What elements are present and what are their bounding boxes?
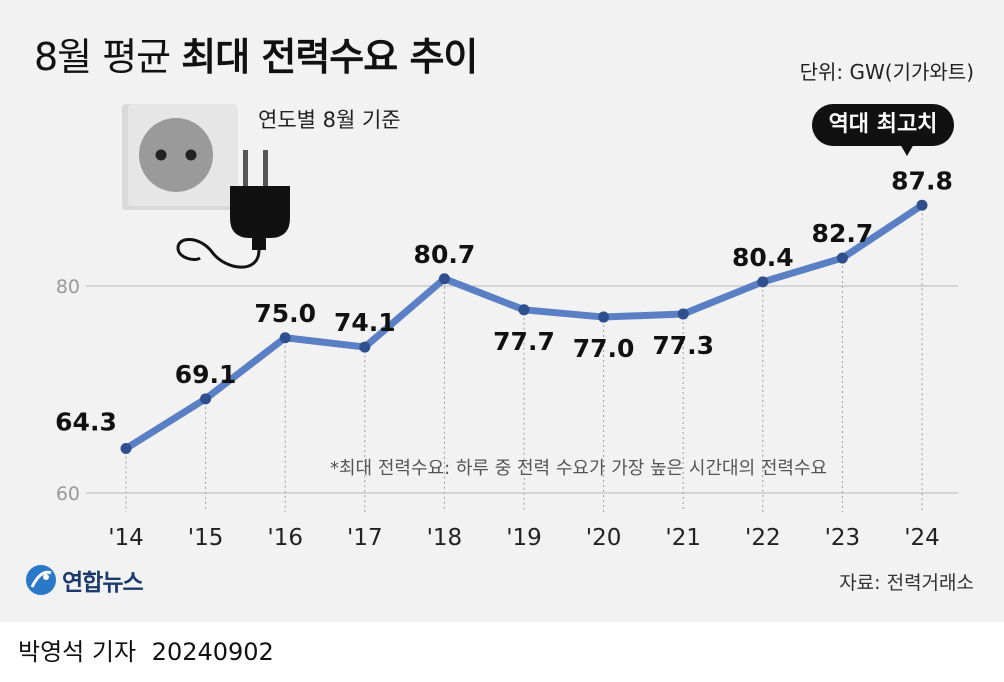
data-point: [120, 442, 132, 454]
x-axis-ticks: '14 '15 '16 '17 '18 '19 '20 '21 '22 '23 '24: [108, 525, 940, 551]
data-point: [757, 276, 769, 288]
socket-outlet: [139, 118, 213, 192]
data-point: [836, 252, 848, 264]
chart-year-guides: [125, 213, 923, 512]
socket-hole-right: [185, 149, 197, 161]
chart-grid: [86, 285, 958, 494]
infographic-card: [0, 0, 1004, 622]
data-point: [279, 332, 291, 344]
chart-subtitle: 연도별 8월 기준: [258, 108, 401, 132]
data-label: 80.4: [732, 243, 794, 272]
x-tick-label: '22: [745, 525, 781, 551]
data-label: 77.7: [493, 327, 555, 356]
y-tick-label: 60: [56, 483, 80, 505]
x-tick-label: '18: [427, 525, 463, 551]
data-point: [916, 199, 928, 211]
plug-cable: [176, 238, 261, 269]
data-point: [200, 393, 212, 405]
plug-neck: [252, 238, 266, 250]
x-tick-label: '19: [506, 525, 542, 551]
publisher-logo: 연합뉴스: [24, 560, 144, 600]
series-points: [120, 199, 928, 454]
plug-prong-right: [263, 150, 268, 188]
data-label: 82.7: [812, 219, 874, 248]
record-high-badge: 역대 최고치: [812, 104, 954, 146]
data-label: 80.7: [414, 240, 476, 269]
x-tick-label: '16: [267, 525, 303, 551]
logo-text: 연합뉴스: [62, 570, 144, 596]
line-chart: 60 80 '14 '15 '16 '17 '18 '19 '20 '21 '22 '23 '24 6…: [55, 104, 958, 551]
title-light: 8월 평균: [34, 35, 171, 79]
unit-label: 단위: GW(기가와트): [799, 60, 974, 84]
footnote: *최대 전력수요: 하루 중 전력 수요가 가장 높은 시간대의 전력수요: [330, 458, 828, 479]
data-labels: 64.3 69.1 75.0 74.1 80.7 77.7 77.0 77.3 80.4 82.7…: [55, 166, 953, 436]
title-bold: 최대 전력수요 추이: [181, 35, 478, 79]
data-label: 69.1: [175, 360, 237, 389]
x-tick-label: '14: [108, 525, 144, 551]
y-tick-label: 80: [56, 276, 80, 298]
data-label: 77.3: [652, 331, 714, 360]
x-tick-label: '23: [825, 525, 861, 551]
x-tick-label: '21: [665, 525, 701, 551]
source-label: 자료: 전력거래소: [839, 572, 974, 594]
data-point: [677, 308, 689, 320]
y-axis-ticks: 60 80: [56, 276, 80, 505]
plug-head: [230, 186, 290, 238]
data-label: 75.0: [254, 299, 316, 328]
data-point: [438, 273, 450, 285]
power-plug-illustration: [122, 104, 290, 269]
record-high-badge-tail: [900, 144, 914, 156]
x-tick-label: '17: [347, 525, 383, 551]
x-tick-label: '20: [586, 525, 622, 551]
publish-date: 20240902: [151, 638, 274, 666]
data-label: 77.0: [573, 334, 635, 363]
data-point: [359, 341, 371, 353]
data-point: [598, 311, 610, 323]
data-label: 64.3: [55, 407, 117, 436]
data-label: 74.1: [334, 308, 396, 337]
data-label: 87.8: [891, 166, 953, 195]
data-point: [518, 304, 530, 316]
chart-title: 8월 평균 최대 전력수요 추이: [34, 26, 478, 81]
x-tick-label: '24: [904, 525, 940, 551]
credit-line: 박영석 기자 20240902: [18, 632, 274, 667]
socket-hole-left: [155, 149, 167, 161]
author-name: 박영석 기자: [18, 638, 137, 666]
x-tick-label: '15: [188, 525, 224, 551]
yonhap-logo-icon: [26, 565, 56, 595]
plug-prong-left: [243, 150, 248, 188]
